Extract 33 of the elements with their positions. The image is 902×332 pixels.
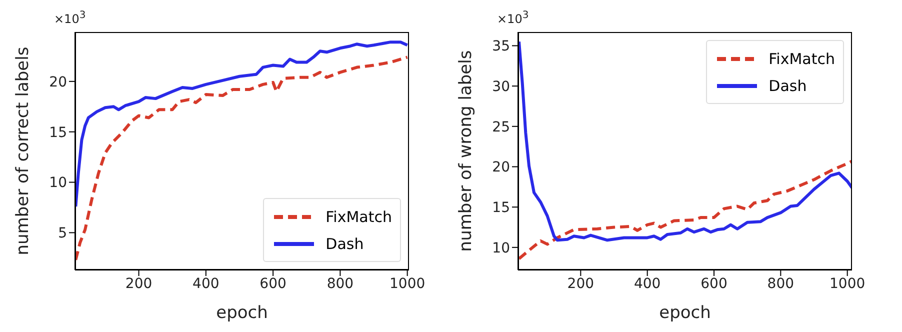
y-axis-title: number of wrong labels	[456, 50, 476, 252]
x-tick-label: 600	[260, 276, 286, 292]
y-axis-title: number of correct labels	[13, 46, 34, 256]
legend-label: Dash	[326, 234, 364, 252]
legend-label: FixMatch	[768, 50, 835, 68]
y-tick-label: 20	[49, 74, 67, 90]
x-tick-label: 800	[326, 276, 354, 292]
line-series	[518, 160, 852, 260]
y-tick-label: 10	[49, 175, 67, 192]
legend-label: FixMatch	[326, 208, 392, 226]
y-tick-label: 30	[492, 79, 510, 96]
y-tick-label: 20	[492, 160, 510, 176]
y-tick-label: 35	[492, 38, 510, 55]
text: ×10$^{3}$	[54, 10, 86, 26]
x-tick-label: 200	[567, 276, 594, 292]
x-tick-label: 200	[125, 276, 152, 292]
x-axis-title: epoch	[659, 303, 711, 323]
x-tick-label: 400	[192, 276, 220, 292]
x-tick-label: 800	[767, 276, 794, 292]
y-tick-label: 10	[492, 240, 510, 256]
x-axis-title: epoch	[216, 303, 268, 323]
x-tick-label: 1000	[390, 276, 426, 292]
y-tick-label: 25	[492, 119, 510, 136]
text: ×10$^{3}$	[497, 10, 529, 26]
legend-label: Dash	[768, 76, 807, 94]
y-tick-label: 15	[49, 124, 67, 141]
line-series	[518, 40, 852, 242]
x-tick-label: 1000	[830, 276, 866, 292]
x-tick-label: 400	[634, 276, 661, 292]
y-tick-label: 15	[492, 200, 510, 216]
y-tick-label: 5	[58, 226, 67, 242]
line-series	[75, 40, 409, 208]
x-tick-label: 600	[700, 276, 728, 292]
